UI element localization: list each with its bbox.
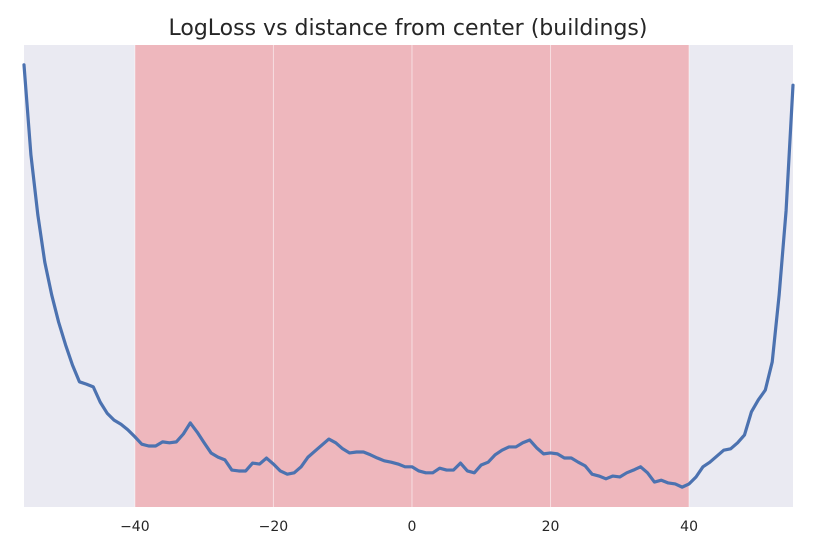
chart-title: LogLoss vs distance from center (buildin… — [169, 16, 648, 41]
x-tick-label: 20 — [542, 519, 560, 535]
x-tick-label: 0 — [408, 519, 417, 535]
x-tick-label: −40 — [120, 519, 150, 535]
x-tick-label: −20 — [259, 519, 289, 535]
x-tick-label: 40 — [680, 519, 698, 535]
data-line — [22, 63, 795, 489]
